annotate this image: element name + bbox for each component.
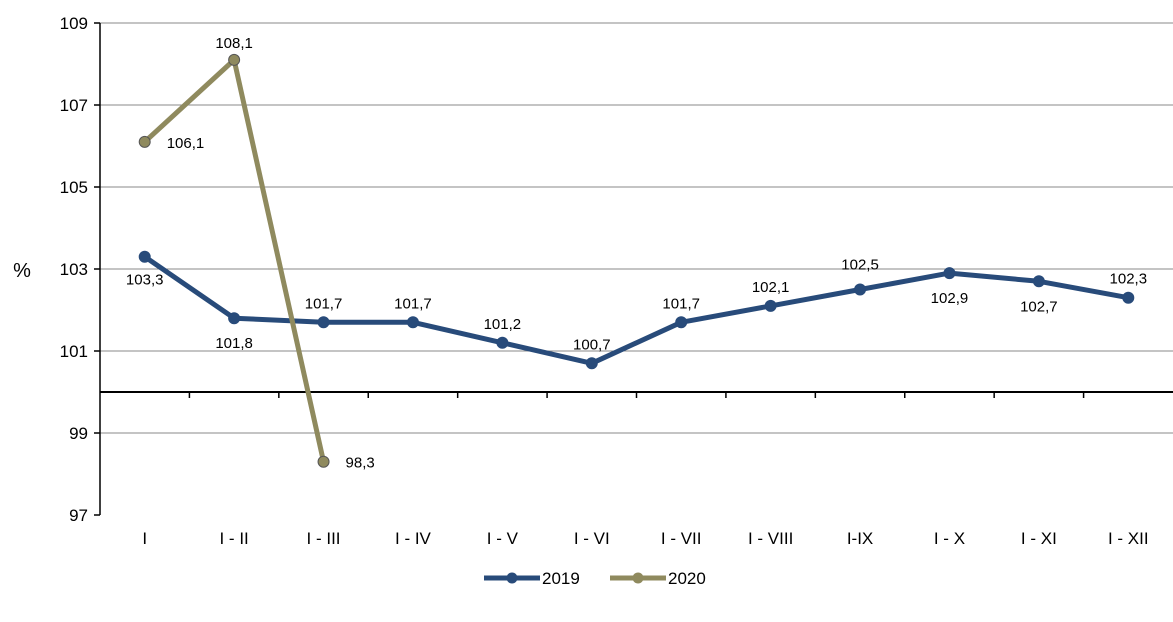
- data-label: 102,1: [752, 279, 790, 296]
- data-label: 102,3: [1110, 271, 1148, 288]
- data-point: [943, 267, 956, 280]
- y-tick-label: 107: [60, 96, 88, 115]
- legend-label-2020: 2020: [668, 569, 706, 588]
- data-point: [317, 455, 330, 468]
- data-label: 103,3: [126, 272, 164, 289]
- x-tick-label: I - VIII: [748, 529, 793, 548]
- data-label: 102,5: [841, 257, 879, 274]
- gridlines: [100, 22, 1173, 434]
- data-point: [317, 316, 330, 329]
- data-point: [854, 283, 867, 296]
- x-tick-label: I - III: [307, 529, 341, 548]
- data-label: 101,2: [484, 316, 522, 333]
- y-axis-label: %: [13, 260, 31, 282]
- series-line-2019: [143, 254, 1129, 366]
- data-label: 100,7: [573, 336, 611, 353]
- data-label: 101,8: [215, 335, 253, 352]
- x-tick-label: I - II: [219, 529, 248, 548]
- y-tick-label: 103: [60, 260, 88, 279]
- data-point: [138, 135, 151, 148]
- x-tick-label: I - XI: [1021, 529, 1057, 548]
- data-point: [585, 357, 598, 370]
- axes: 97 99 101 103 105 107 109 I I - II I - III I - IV I…: [60, 14, 1173, 548]
- x-tick-label: I - IV: [395, 529, 432, 548]
- x-tick-label: I - VI: [574, 529, 610, 548]
- data-point: [228, 53, 241, 66]
- data-label: 106,1: [167, 135, 205, 152]
- y-tick-label: 105: [60, 178, 88, 197]
- data-point: [228, 312, 241, 325]
- data-point: [764, 299, 777, 312]
- data-label: 101,7: [394, 295, 432, 312]
- data-label: 108,1: [215, 35, 253, 52]
- x-tick-label: I - X: [934, 529, 965, 548]
- y-tick-label: 101: [60, 342, 88, 361]
- legend-label-2019: 2019: [542, 569, 580, 588]
- data-label: 98,3: [346, 455, 375, 472]
- x-tick-label: I - XII: [1108, 529, 1149, 548]
- data-label: 101,7: [305, 295, 343, 312]
- data-point: [1122, 291, 1135, 304]
- data-point: [406, 316, 419, 329]
- data-label: 101,7: [662, 295, 700, 312]
- data-point: [138, 250, 151, 263]
- data-point: [675, 316, 688, 329]
- data-label: 102,9: [931, 290, 969, 307]
- y-tick-label: 97: [69, 506, 88, 525]
- data-point: [496, 336, 509, 349]
- x-tick-label: I - V: [487, 529, 519, 548]
- data-labels: 103,3 101,8 101,7 101,7 101,2 100,7 101,7 102,1…: [126, 35, 1147, 472]
- x-tick-label: I: [142, 529, 147, 548]
- x-tick-label: I - VII: [661, 529, 702, 548]
- y-tick-label: 109: [60, 14, 88, 33]
- legend-marker-2020: [632, 572, 644, 584]
- data-point: [1032, 275, 1045, 288]
- y-tick-label: 99: [69, 424, 88, 443]
- legend-marker-2019: [506, 572, 518, 584]
- x-tick-label: I-IX: [847, 529, 873, 548]
- series: [138, 53, 1135, 468]
- data-label: 102,7: [1020, 298, 1058, 315]
- legend: 2019 2020: [484, 569, 706, 588]
- series-line-2020: [143, 57, 326, 463]
